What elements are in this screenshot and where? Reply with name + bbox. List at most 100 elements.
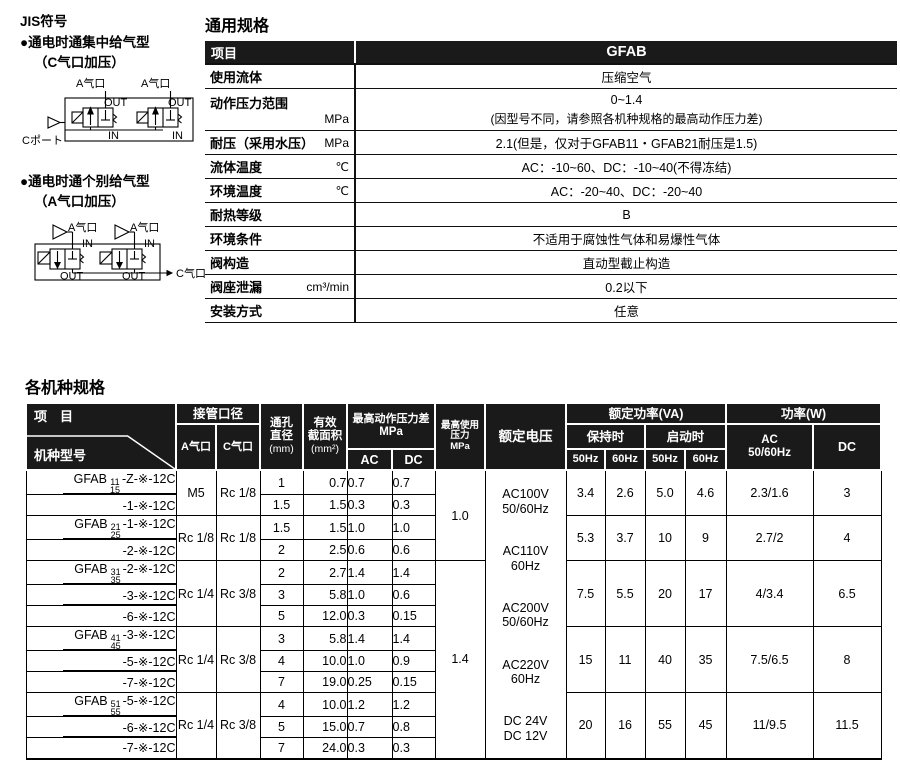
flow-arrow-icon [152,106,159,115]
diff-ac-cell: 1.4 [346,560,393,585]
area-cell: 10.0 [302,692,348,717]
hold-50hz-cell: 7.5 [565,560,606,627]
model-no-header-label: 机种型号 [34,448,87,464]
table-row: 环境温度 ℃ AC：-20~40、DC：-20~40 [205,178,897,203]
model-specs-title: 各机种规格 [25,380,106,397]
item-model-header: 项 目 机种型号 [25,402,177,471]
header-row-2: A气口 C气口 保持时 启动时 AC 50/60Hz DC [26,423,883,471]
model-cell: GFAB 31 35 -2-※-12C [25,560,177,585]
hold-60hz-cell: 3.7 [604,515,646,561]
in-label: IN [172,130,183,142]
row-label: 安装方式 [210,304,263,319]
row-note: (因型号不同，请参照各机种规格的最高动作压力差) [490,111,763,126]
voltage-option: AC100V 50/60Hz [502,487,549,516]
out-label: OUT [104,97,128,109]
diff-ac-cell: 1.4 [346,626,393,651]
model-cell: GFAB 51 55 -5-※-12C [25,692,177,717]
diff-dc-cell: 0.3 [391,494,436,516]
row-label: 阀构造 [210,256,250,271]
table-row: 阀座泄漏 cm³/min 0.2以下 [205,274,897,299]
row-unit: ℃ [335,159,349,174]
power-ac-cell: 4/3.4 [725,560,814,627]
table-row: 阀构造 直动型截止构造 [205,250,897,275]
jis-type2-subheading: （A气口加压） [34,194,125,209]
power-ac-cell: 2.7/2 [725,515,814,561]
row-value: AC：-10~60、DC：-10~40(不得冻结) [355,154,897,179]
series-column-header: GFAB [355,41,897,65]
start-60hz-cell: 4.6 [684,469,727,516]
c-port-triangle-icon [47,116,62,129]
port-a-cell: Rc 1/8 [175,515,217,561]
bore-header: 通孔 直径 (mm) [259,402,305,471]
in-label: IN [82,238,93,250]
start-50hz-cell: 40 [644,626,686,693]
start-50hz-cell: 20 [644,560,686,627]
port-a-cell: Rc 1/4 [175,626,217,693]
hold-60hz-header: 60Hz [604,448,647,471]
power-dc-cell: 4 [812,515,882,561]
max-pressure-cell: 1.4 [434,560,486,759]
power-dc-cell: 6.5 [812,560,882,627]
model-cell: GFAB 41 45 -3-※-12C [25,626,177,651]
power-ac-cell: 7.5/6.5 [725,626,814,693]
spec-row: GFAB 21 25 -1-※-12C Rc 1/8 Rc 1/8 1.5 1.5 1… [25,515,882,561]
model-cell: GFAB 11 15 -Z-※-12C [25,469,177,495]
flow-arrow-icon [53,262,62,270]
diff-dc-cell: 1.4 [391,626,436,651]
model-cell: -3-※-12C [25,584,177,606]
power-dc-cell: 8 [812,626,882,693]
table-row: 流体温度 ℃ AC：-10~60、DC：-10~40(不得冻结) [205,154,897,179]
area-header: 有效 截面积 (mm²) [302,402,349,471]
power-ac-header: AC 50/60Hz [725,423,815,471]
voltage-cell: AC100V 50/60Hz AC110V 60Hz AC200V 50/60Hz A… [484,469,567,759]
out-label: OUT [122,271,146,283]
hold-60hz-cell: 5.5 [604,560,646,627]
row-value: 不适用于腐蚀性气体和易爆性气体 [355,226,897,251]
table-row: 耐压（采用水压） MPa 2.1(但是，仅对于GFAB11・GFAB21耐压是1.… [205,130,897,155]
area-cell: 5.8 [302,584,348,606]
start-50hz-cell: 10 [644,515,686,561]
row-label: 环境条件 [210,232,263,247]
hold-60hz-cell: 11 [604,626,646,693]
row-label: 耐压（采用水压） [210,136,315,151]
spring-symbol [79,253,85,264]
table-row: 安装方式 任意 [205,298,897,323]
valve-body-outline [64,97,194,142]
diff-dc-cell: 0.8 [391,716,436,738]
bore-cell: 2 [259,539,304,561]
port-c-cell: Rc 3/8 [215,626,261,693]
row-value: AC：-20~40、DC：-20~40 [355,178,897,203]
bore-cell: 1 [259,469,304,495]
area-cell: 5.8 [302,626,348,651]
voltage-option: DC 24V DC 12V [503,714,548,743]
table-row: 耐热等级 B [205,202,897,227]
diff-ac-cell: 0.3 [346,605,393,627]
area-cell: 1.5 [302,494,348,516]
hold-50hz-cell: 3.4 [565,469,606,516]
start-60hz-cell: 9 [684,515,727,561]
bore-cell: 3 [259,584,304,606]
spec-row: -6-※-12C 5 12.0 0.3 0.15 [25,605,881,627]
model-cell: -7-※-12C [25,737,177,759]
area-cell: 1.5 [302,515,348,540]
power-w-header: 功率(W) [725,402,883,425]
diff-ac-cell: 0.3 [346,737,393,759]
jis-diagram-a-pressurized: A气口 A气口 IN IN OUT OUT C气口 [34,220,206,283]
voltage-header: 额定电压 [484,402,568,471]
spring-symbol [141,253,147,264]
port-c-header: C气口 [214,423,262,471]
port-a-header: A气口 [175,423,217,471]
spec-row: GFAB 11 15 -Z-※-12C M5 Rc 1/8 1 0.7 0.7 0.7… [25,469,882,759]
diff-dc-cell: 0.9 [391,650,436,672]
diff-dc-cell: 0.7 [391,469,436,495]
bore-cell: 5 [259,605,304,627]
jis-title: JIS符号 [20,14,68,29]
voltage-option: AC220V 60Hz [502,657,549,687]
general-specs-title: 通用规格 [205,18,270,35]
general-specs-section: 通用规格 项目 GFAB 使用流体 压缩空气 动作压力范围 MPa 0~1.4 … [205,12,897,323]
area-cell: 12.0 [302,605,348,627]
item-header-label: 项 目 [34,409,74,424]
port-a-cell: M5 [175,469,217,516]
spec-row: -7-※-12C 7 19.0 0.25 0.15 [25,671,881,693]
header-row-3: AC DC 50Hz 60Hz 50Hz 60Hz [26,448,881,471]
